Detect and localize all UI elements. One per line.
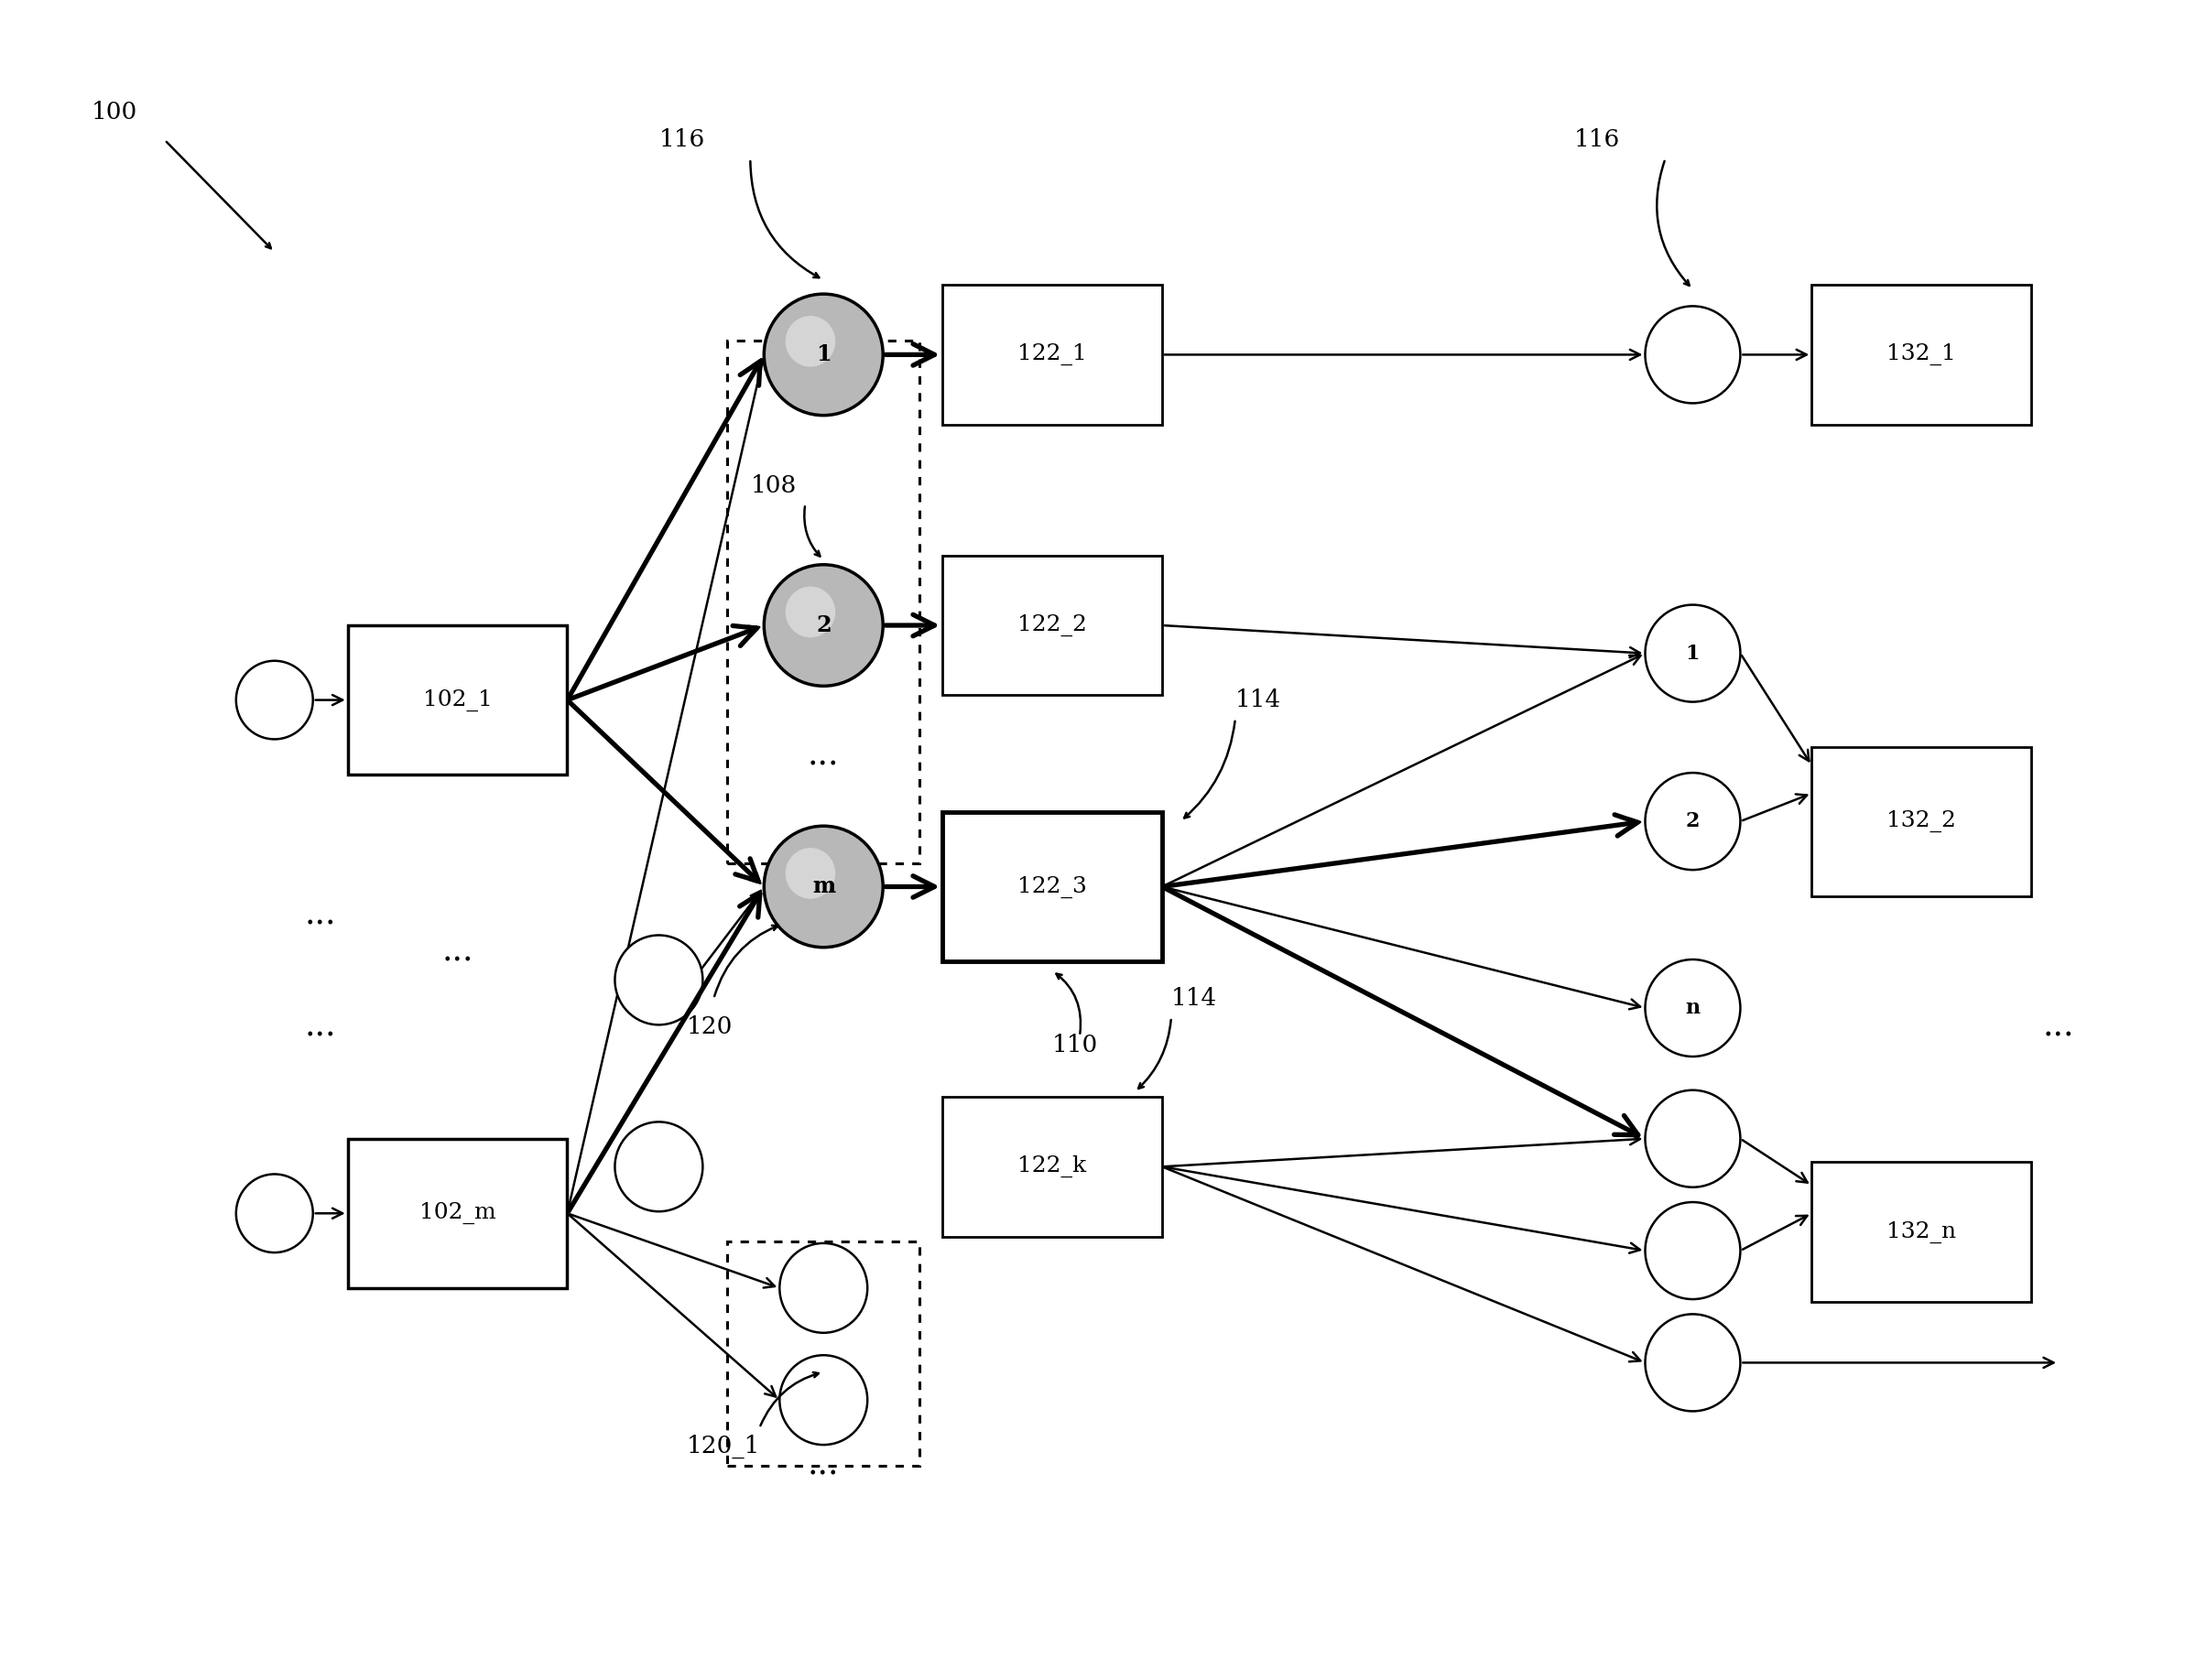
Circle shape [1645, 959, 1739, 1057]
Bar [1812, 284, 2031, 425]
Text: 132_n: 132_n [1886, 1221, 1957, 1243]
Text: 2: 2 [817, 615, 830, 637]
Text: 110: 110 [1052, 1033, 1098, 1057]
Text: 1: 1 [817, 344, 830, 366]
Text: 2: 2 [1687, 811, 1700, 832]
Text: n: n [1684, 998, 1700, 1018]
Bar [1812, 746, 2031, 895]
Text: ...: ... [808, 741, 839, 771]
Circle shape [1645, 773, 1739, 870]
Bar [347, 625, 567, 774]
Circle shape [615, 936, 703, 1025]
Text: ...: ... [808, 1450, 839, 1480]
Circle shape [780, 1243, 867, 1332]
Text: 132_2: 132_2 [1886, 810, 1957, 832]
Circle shape [1645, 605, 1739, 702]
Bar [942, 284, 1162, 425]
Bar [942, 556, 1162, 696]
Text: m: m [813, 875, 834, 897]
Text: 114: 114 [1170, 988, 1217, 1010]
Text: 122_3: 122_3 [1017, 875, 1087, 897]
Bar [727, 341, 920, 864]
Text: 122_k: 122_k [1017, 1156, 1087, 1178]
Text: 2: 2 [817, 615, 830, 637]
Text: 100: 100 [92, 101, 138, 123]
Text: 122_1: 122_1 [1017, 344, 1087, 366]
Text: 114: 114 [1234, 689, 1280, 711]
Circle shape [237, 660, 312, 739]
Text: 122_2: 122_2 [1017, 615, 1087, 637]
Circle shape [615, 1122, 703, 1211]
Bar [942, 1097, 1162, 1236]
Text: m: m [813, 875, 834, 897]
Circle shape [1645, 1314, 1739, 1411]
Circle shape [1645, 306, 1739, 403]
Circle shape [780, 1356, 867, 1445]
Text: ...: ... [2042, 1011, 2075, 1042]
Text: 116: 116 [659, 129, 705, 151]
Text: 102_m: 102_m [419, 1203, 496, 1225]
Circle shape [1645, 1203, 1739, 1299]
Circle shape [786, 316, 834, 366]
Circle shape [786, 848, 834, 899]
Text: 120: 120 [685, 1015, 733, 1038]
Text: 120_1: 120_1 [685, 1435, 760, 1458]
Circle shape [764, 294, 883, 415]
Circle shape [237, 1174, 312, 1253]
Text: 116: 116 [1575, 129, 1621, 151]
Circle shape [786, 586, 834, 637]
Text: ...: ... [305, 899, 336, 931]
Text: ...: ... [441, 936, 474, 968]
Bar [347, 1139, 567, 1289]
Text: 1: 1 [817, 344, 830, 366]
Text: 1: 1 [1687, 643, 1700, 664]
Bar [942, 811, 1162, 961]
Text: 132_1: 132_1 [1886, 344, 1957, 366]
Bar [1812, 1163, 2031, 1302]
Circle shape [764, 564, 883, 685]
Bar [727, 1242, 920, 1465]
Circle shape [764, 827, 883, 948]
Text: 102_1: 102_1 [424, 689, 492, 711]
Text: 108: 108 [751, 474, 797, 497]
Circle shape [1645, 1090, 1739, 1188]
Text: ...: ... [305, 1011, 336, 1042]
